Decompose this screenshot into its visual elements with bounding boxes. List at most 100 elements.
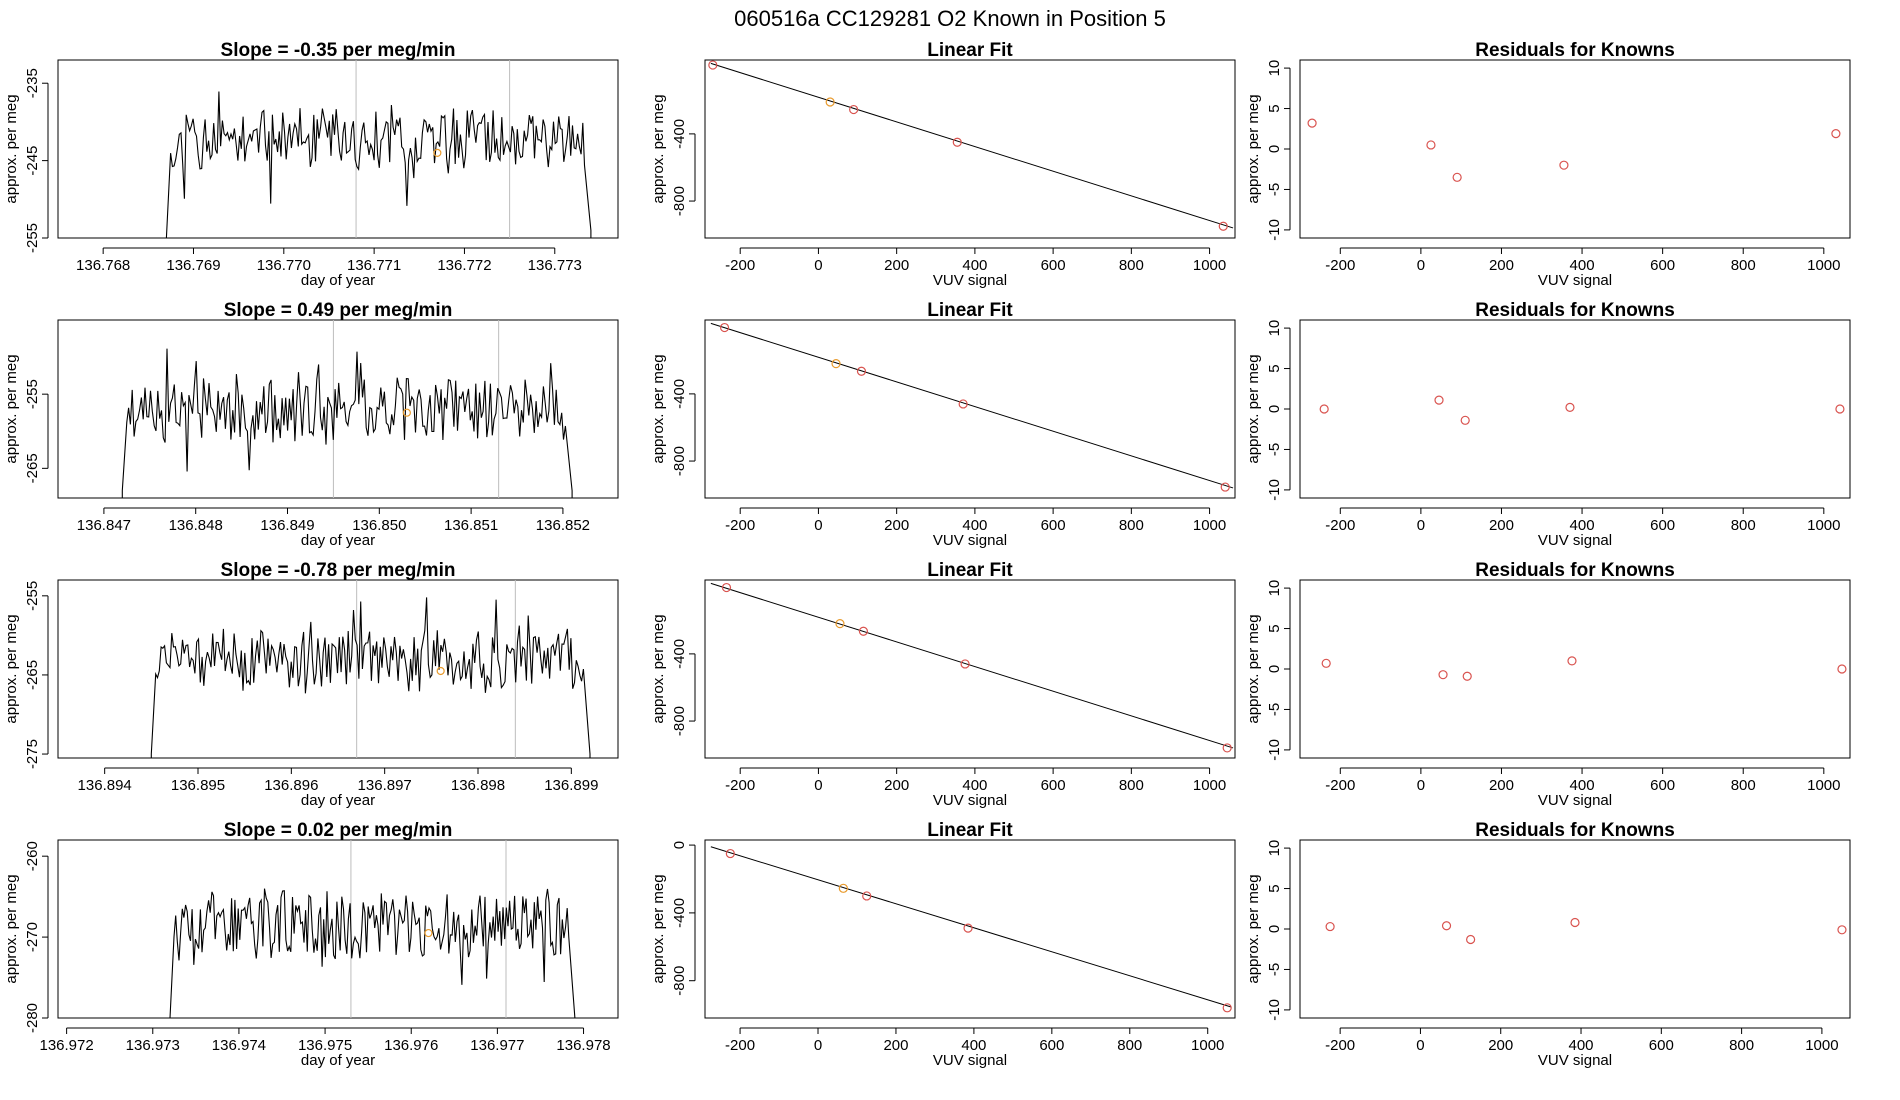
chart-1-3-residual-point	[1831, 129, 1841, 139]
chart-4-1-x-tick-label: 136.975	[298, 1037, 352, 1054]
chart-2-1-x-tick-label: 136.852	[536, 517, 590, 534]
chart-4-3-y-tick-label: 10	[1266, 840, 1283, 857]
chart-2-3-x-axis-label: VUV signal	[1538, 532, 1612, 549]
chart-4-1-x-axis-label: day of year	[301, 1052, 375, 1069]
chart-3-2-x-axis-label: VUV signal	[933, 792, 1007, 809]
chart-4-2-x-tick-label: 600	[1039, 1037, 1064, 1054]
chart-4-3-plot-frame	[1299, 839, 1851, 1019]
chart-4-2-y-axis-label: approx. per meg	[650, 874, 667, 983]
chart-1-2-known-point	[825, 97, 835, 107]
chart-3-1-x-axis-label: day of year	[301, 792, 375, 809]
chart-4-3-residual-point	[1570, 917, 1580, 928]
chart-4-3-y-tick-label: -10	[1266, 999, 1283, 1021]
chart-2-2-x-tick-label: -200	[725, 517, 755, 534]
chart-3-3-x-tick-label: 800	[1731, 777, 1756, 794]
chart-3-2-x-tick-label: 600	[1041, 777, 1066, 794]
chart-2-3-residual-point	[1460, 415, 1470, 425]
chart-2-1-x-tick-label: 136.851	[444, 517, 498, 534]
chart-3-2-data-point	[1222, 743, 1232, 753]
chart-1-3-x-tick-label: 1000	[1807, 257, 1840, 274]
chart-4-2-x-tick-label: 400	[961, 1037, 986, 1054]
chart-1-3-y-tick-label: 0	[1266, 145, 1283, 153]
chart-3-2-x-tick-label: -200	[725, 777, 755, 794]
chart-1-1-y-tick-label: -235	[24, 68, 41, 98]
chart-1-2: Linear Fit -200 0 200 400 600 800 1000 VUV signa…	[650, 40, 1236, 289]
chart-1-1-x-axis-label: day of year	[301, 272, 375, 289]
chart-1-1-x-tick-label: 136.769	[166, 257, 220, 274]
chart-4-3-y-axis-label: approx. per meg	[1245, 874, 1262, 983]
chart-3-1-y-tick-label: -255	[24, 581, 41, 611]
chart-4-3-residual-point	[1441, 921, 1452, 931]
chart-2-3-y-tick-label: 5	[1266, 364, 1283, 372]
chart-3-3-y-tick-label: -10	[1266, 739, 1283, 761]
chart-3-3-y-tick-label: 10	[1266, 580, 1283, 597]
chart-4-2-x-tick-label: -200	[725, 1037, 755, 1054]
chart-2-1-known-marker	[402, 408, 411, 417]
chart-2-3-residual-point	[1319, 404, 1329, 414]
chart-4-2-fit-line	[710, 846, 1232, 1008]
chart-1-2-x-tick-label: 600	[1041, 257, 1066, 274]
chart-1-3-residual-point	[1559, 160, 1569, 170]
chart-4-1-y-tick-label: -270	[24, 922, 41, 952]
chart-1-1-x-tick-label: 136.770	[257, 257, 311, 274]
chart-4-1-y-tick-label: -280	[24, 1003, 41, 1033]
chart-4-2-known-point	[838, 883, 848, 893]
chart-1-3-x-axis-label: VUV signal	[1538, 272, 1612, 289]
chart-1-1-y-tick-label: -255	[24, 223, 41, 253]
chart-1-2-x-tick-label: -200	[725, 257, 755, 274]
chart-3-3-y-tick-label: -5	[1266, 703, 1283, 716]
chart-3-3-residual-point	[1837, 664, 1847, 674]
chart-1-3-x-tick-label: 200	[1489, 257, 1514, 274]
chart-3-2-x-tick-label: 1000	[1193, 777, 1226, 794]
chart-2-2-y-tick-label: -800	[671, 446, 688, 476]
chart-4-2-title: Linear Fit	[927, 820, 1013, 841]
chart-1-3-residual-point	[1452, 172, 1462, 182]
chart-1-3-x-tick-label: 800	[1731, 257, 1756, 274]
chart-1-2-y-tick-label: -400	[671, 119, 688, 149]
chart-1-1-title: Slope = -0.35 per meg/min	[221, 40, 456, 61]
chart-3-2-data-point	[721, 582, 732, 593]
chart-3-3: Residuals for Knowns-200 0 200 400 600 800 100…	[1245, 560, 1851, 809]
chart-3-1-x-tick-label: 136.894	[78, 777, 132, 794]
chart-2-1-title: Slope = 0.49 per meg/min	[224, 300, 453, 321]
chart-2-2-data-point	[856, 366, 867, 376]
chart-3-3-title: Residuals for Knowns	[1475, 560, 1675, 581]
chart-1-2-plot-frame	[704, 59, 1236, 239]
chart-1-3-x-tick-label: 600	[1650, 257, 1675, 274]
chart-3-1-title: Slope = -0.78 per meg/min	[221, 560, 456, 581]
chart-1-3-x-tick-label: 400	[1570, 257, 1595, 274]
chart-4-2-x-tick-label: 0	[814, 1037, 822, 1054]
chart-2-3-x-tick-label: 0	[1417, 517, 1425, 534]
chart-2-3-x-tick-label: 800	[1731, 517, 1756, 534]
chart-2-3-y-tick-label: -10	[1266, 479, 1283, 501]
chart-3-3-plot-frame	[1299, 579, 1851, 759]
chart-4-3-x-tick-label: 600	[1649, 1037, 1674, 1054]
chart-1-1-series-line	[165, 91, 592, 238]
chart-4-2-x-tick-label: 200	[883, 1037, 908, 1054]
chart-4-3-x-tick-label: 1000	[1805, 1037, 1838, 1054]
chart-2-1-x-tick-label: 136.850	[352, 517, 406, 534]
chart-1-2-x-tick-label: 1000	[1193, 257, 1226, 274]
chart-2-3: Residuals for Knowns-200 0 200 400 600 800 100…	[1245, 300, 1851, 549]
chart-4-3-x-tick-label: -200	[1325, 1037, 1355, 1054]
chart-1-3-title: Residuals for Knowns	[1475, 40, 1675, 61]
chart-4-1-y-axis-label: approx. per meg	[3, 874, 20, 983]
chart-1-2-x-tick-label: 0	[814, 257, 822, 274]
chart-3-3-y-tick-label: 0	[1266, 665, 1283, 673]
chart-1-2-fit-line	[710, 62, 1234, 229]
chart-3-2-fit-line	[710, 582, 1234, 749]
chart-3-2-known-point	[835, 619, 845, 629]
chart-2-1-x-axis-label: day of year	[301, 532, 375, 549]
chart-1-2-data-point	[952, 137, 962, 147]
chart-2-2-y-axis-label: approx. per meg	[650, 354, 667, 463]
chart-2-2: Linear Fit -200 0 200 400 600 800 1000 VUV signa…	[650, 300, 1236, 549]
chart-4-3-y-tick-label: 5	[1266, 884, 1283, 892]
chart-1-1-x-tick-label: 136.768	[76, 257, 130, 274]
chart-2-1-x-tick-label: 136.849	[260, 517, 314, 534]
chart-2-3-y-tick-label: 10	[1266, 320, 1283, 337]
chart-3-1-x-tick-label: 136.897	[358, 777, 412, 794]
chart-4-1-y-tick-label: -260	[24, 841, 41, 871]
chart-1-3-x-tick-label: -200	[1325, 257, 1355, 274]
chart-4-2-y-tick-label: -800	[671, 966, 688, 996]
chart-3-3-y-tick-label: 5	[1266, 624, 1283, 632]
